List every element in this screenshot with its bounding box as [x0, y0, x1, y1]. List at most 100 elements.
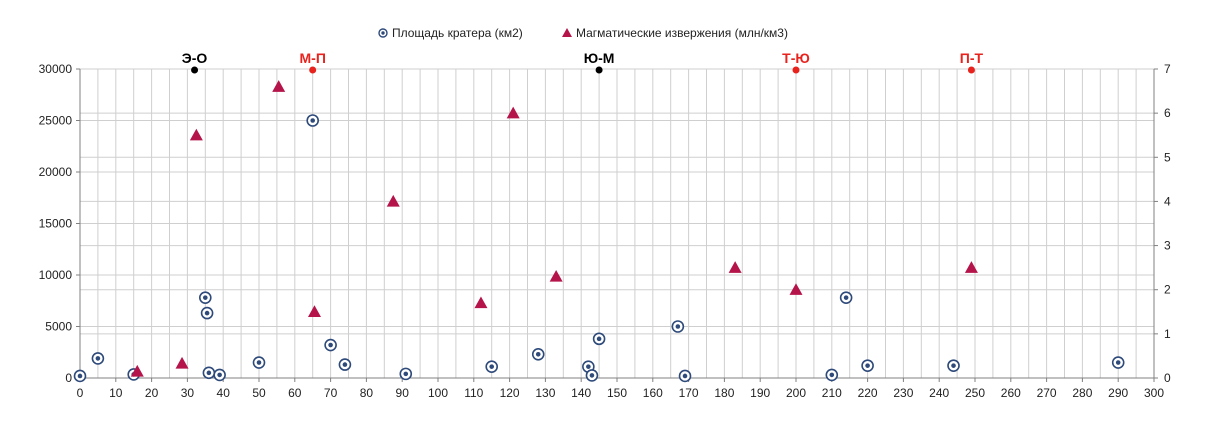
crater-point-center	[310, 118, 316, 123]
crater-point-center	[489, 364, 495, 369]
crater-point-center	[403, 371, 409, 377]
crater-point-center	[1115, 360, 1121, 365]
crater-area-point	[825, 368, 839, 382]
crater-point-center	[206, 370, 212, 376]
crater-point-center	[843, 295, 849, 300]
x-tick-label: 120	[500, 386, 520, 400]
legend-item-crater-area: Площадь кратера (км2)	[378, 26, 523, 40]
legend-label-magmatic-eruptions: Магматические извержения (млн/км3)	[576, 26, 788, 40]
crater-area-point	[531, 348, 545, 361]
crater-area-point	[592, 332, 606, 346]
crater-point-center	[256, 360, 262, 365]
legend-label-crater-area: Площадь кратера (км2)	[392, 26, 523, 40]
crater-area-point	[73, 369, 87, 383]
crater-area-point	[839, 291, 853, 304]
crater-point-center	[203, 295, 208, 300]
x-tick-label: 60	[288, 386, 302, 400]
x-tick-label: 160	[643, 386, 663, 400]
magmatic-eruption-point	[386, 194, 400, 207]
magmatic-eruption-point	[272, 80, 286, 92]
legend-circle-icon-center	[381, 31, 385, 35]
y2-tick-label: 5	[1164, 150, 1171, 164]
x-tick-label: 30	[181, 386, 195, 400]
magmatic-eruption-point	[549, 269, 563, 282]
x-tick-label: 270	[1037, 386, 1057, 400]
crater-area-point	[202, 366, 216, 380]
x-tick-label: 70	[324, 386, 338, 400]
x-tick-label: 0	[77, 386, 84, 400]
x-tick-label: 50	[252, 386, 266, 400]
crater-point-center	[95, 356, 101, 361]
y-tick-label: 20000	[39, 165, 73, 179]
x-tick-label: 200	[786, 386, 806, 400]
x-tick-label: 230	[893, 386, 913, 400]
y2-tick-label: 6	[1164, 106, 1171, 120]
x-tick-label: 170	[679, 386, 699, 400]
magmatic-eruption-point	[728, 261, 742, 273]
x-tick-label: 110	[464, 386, 483, 400]
crater-point-center	[865, 363, 870, 368]
y2-tick-label: 0	[1164, 371, 1171, 385]
crater-area-point	[671, 320, 685, 333]
legend-item-magmatic-eruptions: Магматические извержения (млн/км3)	[562, 26, 788, 40]
crater-point-center	[951, 363, 956, 368]
boundary-marker	[309, 66, 317, 74]
boundary-markers: Э-О М-П Ю-М Т-Ю П-Т	[182, 50, 984, 74]
x-tick-label: 250	[965, 386, 985, 400]
magmatic-eruption-point	[964, 261, 978, 273]
boundary-label: Э-О	[182, 50, 208, 66]
crater-point-center	[829, 372, 835, 378]
crater-area-point	[252, 356, 266, 369]
y2-tick-label: 7	[1164, 62, 1171, 76]
crater-point-center	[328, 342, 333, 348]
y-tick-label: 5000	[45, 320, 72, 334]
y-tick-label: 25000	[39, 114, 73, 128]
crater-point-center	[675, 324, 681, 329]
crater-point-center	[535, 352, 541, 357]
legend: Площадь кратера (км2) Магматические извер…	[378, 26, 788, 40]
x-tick-label: 210	[822, 386, 842, 400]
crater-area-point	[200, 306, 214, 320]
x-axis-ticks: 0 10 20 30 40 50 60 70 80 90 100 110 120 130 140 150 160…	[77, 378, 1164, 400]
legend-triangle-icon	[562, 28, 572, 37]
x-tick-label: 10	[109, 386, 123, 400]
x-tick-label: 90	[396, 386, 410, 400]
crater-area-point	[678, 369, 692, 383]
magmatic-eruption-point	[307, 305, 321, 317]
boundary-marker	[792, 66, 800, 74]
y2-tick-label: 1	[1164, 327, 1171, 341]
boundary-label: П-Т	[960, 50, 984, 66]
x-tick-label: 180	[714, 386, 734, 400]
boundary-label: М-П	[300, 50, 326, 66]
x-tick-label: 130	[535, 386, 555, 400]
crater-area-point	[338, 358, 352, 371]
y-axis-ticks: 0 5000 10000 15000 20000 25000 30000	[39, 62, 80, 385]
crater-area-point	[485, 360, 499, 373]
data-points	[73, 80, 1125, 383]
magmatic-eruption-point	[506, 106, 520, 119]
boundary-marker	[191, 66, 199, 74]
x-tick-label: 40	[217, 386, 231, 400]
boundary-marker	[967, 66, 975, 74]
crater-area-point	[861, 359, 874, 372]
boundary-label: Ю-М	[584, 50, 615, 66]
magmatic-eruption-point	[189, 128, 203, 141]
x-tick-label: 20	[145, 386, 159, 400]
crater-point-center	[342, 362, 348, 367]
crater-point-center	[589, 373, 595, 378]
crater-area-point	[199, 291, 212, 304]
crater-area-point	[585, 369, 599, 382]
crater-area-point	[324, 338, 337, 352]
crater-point-center	[586, 364, 591, 369]
boundary-marker	[595, 66, 603, 74]
y2-tick-label: 3	[1164, 239, 1171, 253]
magmatic-eruption-point	[789, 283, 803, 295]
crater-point-center	[596, 336, 602, 342]
magmatic-eruption-point	[474, 296, 488, 309]
crater-point-center	[682, 373, 688, 379]
x-tick-label: 220	[858, 386, 878, 400]
x-tick-label: 300	[1144, 386, 1164, 400]
x-tick-label: 80	[360, 386, 374, 400]
x-tick-label: 150	[607, 386, 627, 400]
